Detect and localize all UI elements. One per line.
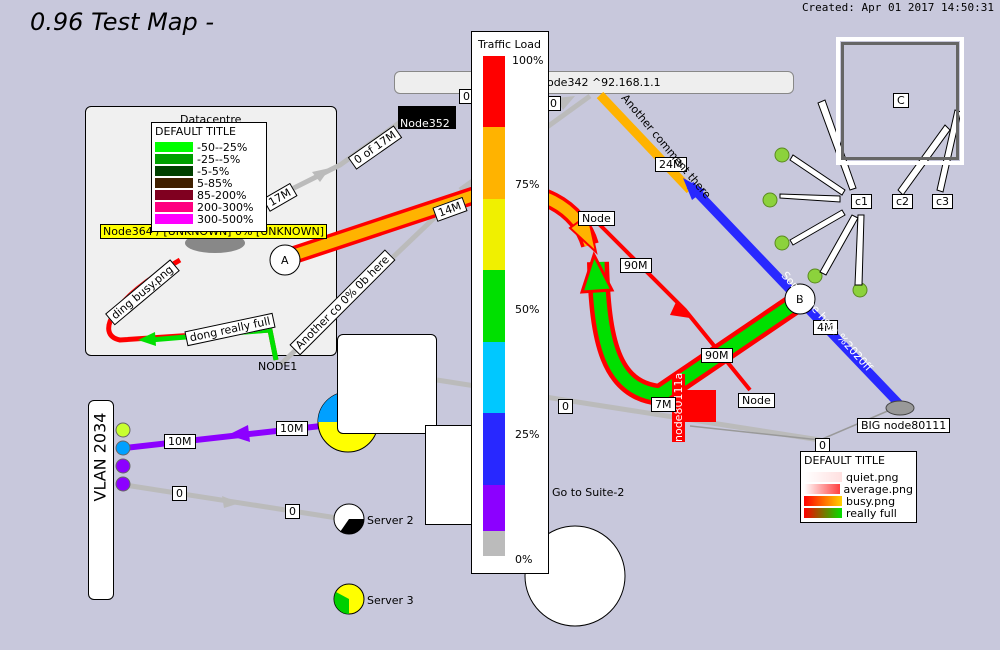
node1-label[interactable]: NODE1 <box>258 360 298 373</box>
node-c1-label[interactable]: c1 <box>851 194 873 209</box>
default-legend-title: DEFAULT TITLE <box>155 125 236 138</box>
created-timestamp: Created: Apr 01 2017 14:50:31 <box>801 1 994 14</box>
node-c3-label[interactable]: c3 <box>932 194 954 209</box>
arrow-link <box>779 193 841 203</box>
traffic-tick-0: 0% <box>515 553 533 566</box>
server3-label[interactable]: Server 3 <box>367 594 414 607</box>
default-legend: DEFAULT TITLE -50--25% -25--5% -5-5% 5-8… <box>151 122 267 232</box>
legend-label: 85-200% <box>197 188 247 202</box>
legend-label: busy.png <box>846 494 896 508</box>
legend-label: really full <box>846 506 897 520</box>
link-label-4m: 4M <box>813 320 838 335</box>
traffic-load-legend: Traffic Load 100% 75% 50% 25% 0% <box>471 31 549 574</box>
traffic-legend-title: Traffic Load <box>478 38 541 51</box>
legend-row: 85-200% <box>155 188 263 202</box>
legend-row: really full <box>804 506 913 520</box>
node-b-circle[interactable] <box>784 283 816 315</box>
arrow-head <box>579 251 615 294</box>
legend-row: -5-5% <box>155 164 263 178</box>
server2-slice <box>340 519 364 534</box>
link-label-90m-b: 90M <box>701 348 733 363</box>
vlan-box[interactable] <box>88 400 114 600</box>
legend-row: -25--5% <box>155 152 263 166</box>
node-a-label: A <box>281 254 289 267</box>
legend-label: average.png <box>843 482 913 496</box>
link-342-comment[interactable] <box>596 91 694 194</box>
legend-row: 5-85% <box>155 176 263 190</box>
link-label-0-d: 0 <box>285 504 300 519</box>
link-label-10m-b: 10M <box>276 421 308 436</box>
vlan-ball-icon[interactable] <box>115 422 131 438</box>
legend-label: 5-85% <box>197 176 233 190</box>
traffic-tick-100: 100% <box>512 54 544 67</box>
arrow-link <box>854 214 865 286</box>
arrow-head <box>228 425 250 442</box>
node352-box[interactable] <box>398 106 456 129</box>
image-legend-title: DEFAULT TITLE <box>804 454 885 467</box>
legend-row: average.png <box>804 482 913 496</box>
legend-label: -25--5% <box>197 152 241 166</box>
green-balls <box>762 147 868 298</box>
suite2-label[interactable]: Go to Suite-2 <box>552 486 625 499</box>
ball-icon[interactable] <box>774 147 790 163</box>
node-c-label: C <box>893 93 909 108</box>
arrow-head <box>312 168 330 182</box>
arrow-link <box>789 209 846 246</box>
node-c-box[interactable] <box>836 37 964 165</box>
link-label-0-a: 0 <box>558 399 573 414</box>
link-label-90m-a: 90M <box>620 258 652 273</box>
legend-label: 300-500% <box>197 212 254 226</box>
link-label-0-c: 0 <box>172 486 187 501</box>
vlan-ball-icon[interactable] <box>115 458 131 474</box>
node-c2-label[interactable]: c2 <box>892 194 914 209</box>
white-node-box[interactable] <box>337 334 437 434</box>
legend-label: -5-5% <box>197 164 230 178</box>
legend-label: 200-300% <box>197 200 254 214</box>
node-small-label[interactable]: Node <box>738 393 775 408</box>
node342-label: node342 ^92.168.1.1 <box>540 76 661 89</box>
arrow-head <box>138 332 156 346</box>
link-label-10m-a: 10M <box>164 434 196 449</box>
legend-row: quiet.png <box>804 470 913 484</box>
ball-icon[interactable] <box>762 192 778 208</box>
arrow-head <box>222 496 240 508</box>
map-title: 0.96 Test Map - <box>30 8 215 36</box>
link-label-24m: 24M <box>655 157 687 172</box>
legend-row: busy.png <box>804 494 913 508</box>
router-icon <box>885 400 915 416</box>
legend-label: quiet.png <box>846 470 899 484</box>
traffic-tick-25: 25% <box>515 428 540 441</box>
server2-label[interactable]: Server 2 <box>367 514 414 527</box>
vlan-label: VLAN 2034 <box>90 412 110 502</box>
ball-icon[interactable] <box>807 268 823 284</box>
link-center-node8011-red[interactable] <box>593 218 752 392</box>
legend-row: -50--25% <box>155 140 263 154</box>
arrow-head <box>670 302 690 318</box>
traffic-tick-75: 75% <box>515 178 540 191</box>
arrow-link <box>789 154 846 196</box>
big-node-label[interactable]: BIG node80111 <box>857 418 951 433</box>
node352-label: Node352 <box>400 117 450 130</box>
legend-label: -50--25% <box>197 140 248 154</box>
node-a-circle[interactable] <box>269 244 301 276</box>
large-circle-node[interactable] <box>524 525 626 627</box>
node-b-label: B <box>796 293 804 306</box>
arrow-head <box>683 178 705 200</box>
image-legend: DEFAULT TITLE quiet.png average.png busy… <box>800 451 917 523</box>
legend-row: 300-500% <box>155 212 263 226</box>
legend-row: 200-300% <box>155 200 263 214</box>
server3-slice <box>334 592 349 614</box>
link-label-7m: 7M <box>651 397 676 412</box>
node-center-label[interactable]: Node <box>578 211 615 226</box>
traffic-scale-bar <box>483 56 505 556</box>
vlan-ball-icon[interactable] <box>115 476 131 492</box>
ball-icon[interactable] <box>774 235 790 251</box>
traffic-tick-50: 50% <box>515 303 540 316</box>
vlan-ball-icon[interactable] <box>115 440 131 456</box>
